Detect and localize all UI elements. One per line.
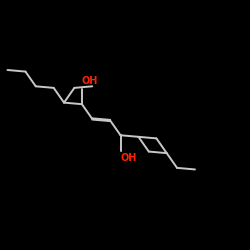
Text: OH: OH — [82, 76, 98, 86]
Text: OH: OH — [120, 153, 137, 163]
